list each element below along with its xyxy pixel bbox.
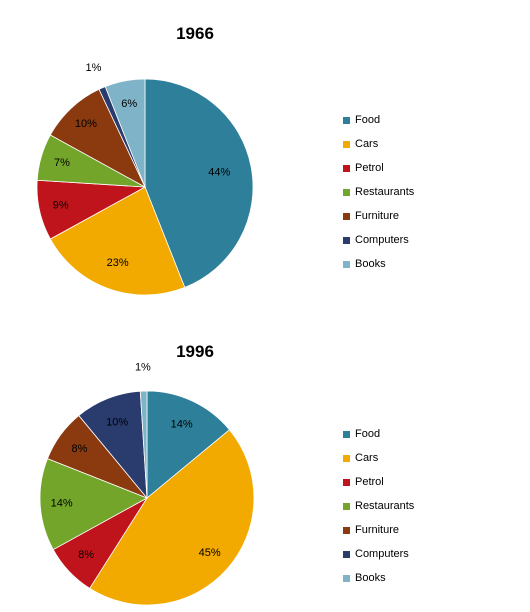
chart-1966: 1966 44% 23% 9% 7% 10% 1% 6% Food Cars Petrol … <box>36 24 414 296</box>
data-label-furniture: 8% <box>72 443 88 455</box>
legend-item: Furniture <box>343 518 414 542</box>
legend-label: Petrol <box>355 476 384 488</box>
legend-item: Petrol <box>343 470 414 494</box>
legend-label: Furniture <box>355 524 400 536</box>
legend-label: Food <box>355 114 381 126</box>
data-label-cars: 45% <box>199 547 221 559</box>
legend-item: Cars <box>343 446 414 470</box>
legend-swatch <box>343 260 350 268</box>
chart-title: 1996 <box>176 342 214 361</box>
pie-slice-food <box>146 390 231 499</box>
chart-title: 1966 <box>176 24 214 43</box>
legend-swatch <box>343 212 350 220</box>
legend-swatch <box>343 454 350 462</box>
legend-swatch <box>343 550 350 558</box>
legend-label: Food <box>355 428 381 440</box>
legend-swatch <box>343 236 350 244</box>
data-label-books: 1% <box>135 361 151 373</box>
data-label-books: 6% <box>121 98 137 110</box>
data-label-cars: 23% <box>107 257 129 269</box>
legend-swatch <box>343 188 350 196</box>
data-label-computers: 1% <box>86 62 102 74</box>
legend-item: Computers <box>343 542 414 566</box>
legend-swatch <box>343 502 350 510</box>
legend-item: Food <box>343 422 414 446</box>
pie-slice-restaurants <box>39 458 148 551</box>
legend-item: Petrol <box>343 156 414 180</box>
legend-swatch <box>343 116 350 124</box>
legend-label: Furniture <box>355 210 400 222</box>
legend-item: Books <box>343 252 414 276</box>
data-label-restaurants: 14% <box>51 497 73 509</box>
legend-item: Restaurants <box>343 180 414 204</box>
data-label-food: 44% <box>208 167 230 179</box>
legend-item: Restaurants <box>343 494 414 518</box>
legend-label: Restaurants <box>355 500 415 512</box>
pie-slice-books <box>139 390 148 499</box>
pie-slice-books <box>104 78 146 188</box>
data-label-petrol: 8% <box>78 549 94 561</box>
legend-label: Cars <box>355 452 379 464</box>
legend-item: Books <box>343 566 414 590</box>
legend-swatch <box>343 140 350 148</box>
legend-item: Furniture <box>343 204 414 228</box>
pie-slice-cars <box>49 186 186 296</box>
legend-label: Restaurants <box>355 186 415 198</box>
data-label-food: 14% <box>171 418 193 430</box>
legend-label: Computers <box>355 548 409 560</box>
data-label-furniture: 10% <box>75 118 97 130</box>
pie-chart-1996: 14% 45% 8% 14% 8% 10% 1% <box>39 361 255 606</box>
legend: Food Cars Petrol Restaurants Furniture C… <box>343 422 414 590</box>
legend-label: Petrol <box>355 162 384 174</box>
data-label-computers: 10% <box>106 416 128 428</box>
pie-chart-1966: 44% 23% 9% 7% 10% 1% 6% <box>36 62 254 296</box>
pie-slice-food <box>144 78 254 288</box>
pie-slice-cars <box>89 429 255 606</box>
legend-swatch <box>343 574 350 582</box>
data-label-petrol: 9% <box>53 200 69 212</box>
legend-label: Books <box>355 572 386 584</box>
legend-swatch <box>343 526 350 534</box>
legend-label: Computers <box>355 234 409 246</box>
chart-1996: 1996 14% 45% 8% 14% 8% 10% 1% Food Cars Petrol… <box>0 306 530 612</box>
legend-label: Books <box>355 258 386 270</box>
legend-swatch <box>343 478 350 486</box>
legend: Food Cars Petrol Restaurants Furniture C… <box>343 108 414 276</box>
legend-swatch <box>343 164 350 172</box>
legend-swatch <box>343 430 350 438</box>
data-label-restaurants: 7% <box>54 157 70 169</box>
legend-item: Cars <box>343 132 414 156</box>
legend-label: Cars <box>355 138 379 150</box>
legend-item: Food <box>343 108 414 132</box>
legend-item: Computers <box>343 228 414 252</box>
